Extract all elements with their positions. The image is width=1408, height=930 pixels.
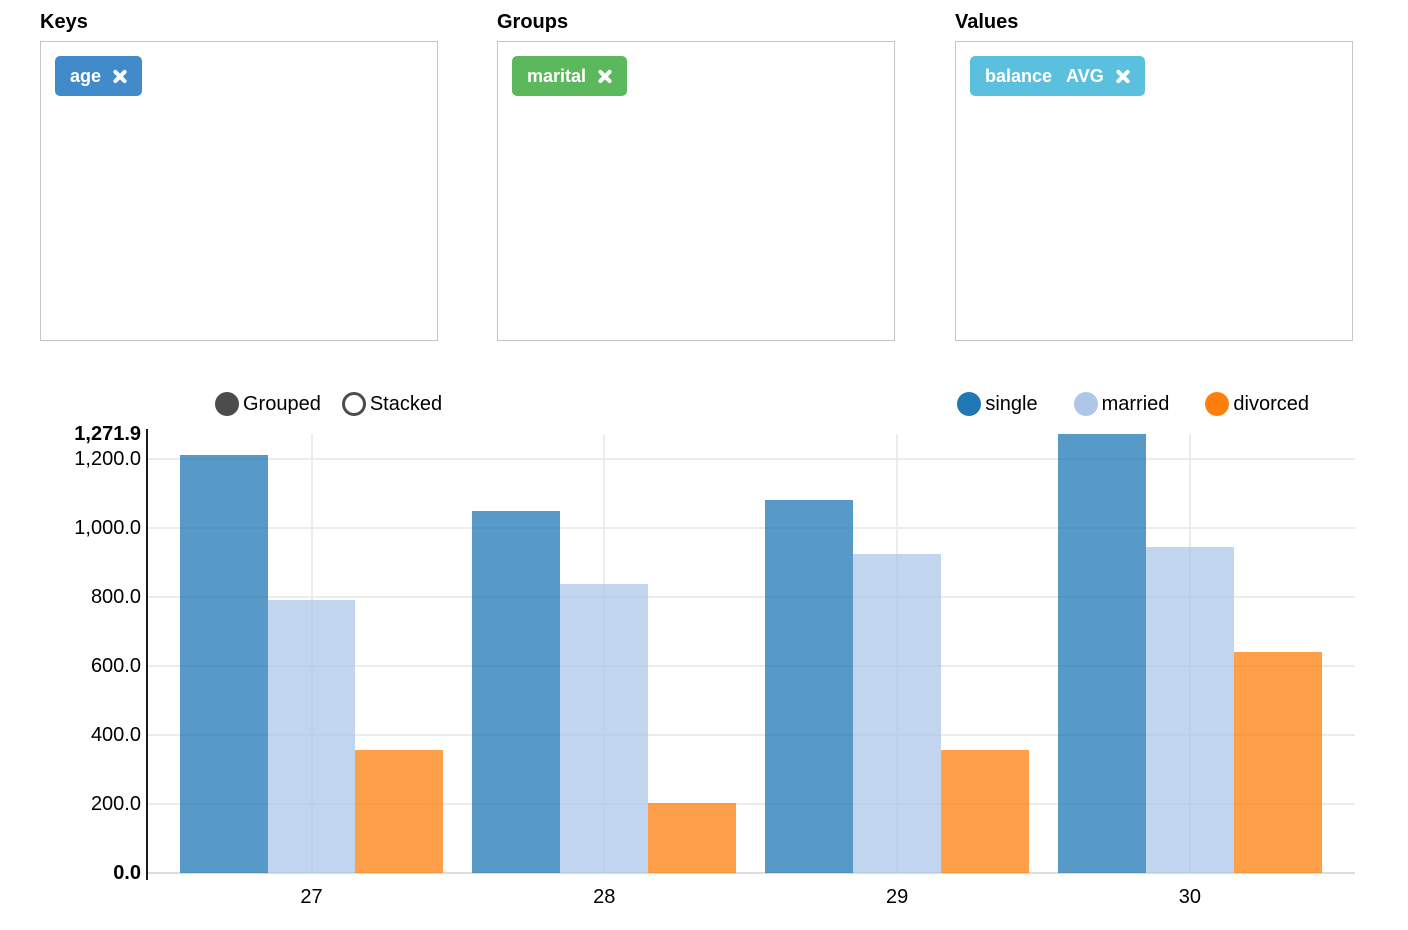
tag-label: marital: [527, 66, 587, 86]
radio-circle-icon: [215, 392, 239, 416]
x-tick-label: 27: [300, 886, 323, 908]
y-axis-line: [146, 429, 148, 880]
values-dropzone[interactable]: balance AVG: [955, 41, 1353, 341]
bar-single-30[interactable]: [1058, 434, 1146, 873]
legend-item-married[interactable]: married: [1073, 390, 1170, 418]
gridline-h: [148, 595, 1355, 598]
remove-icon[interactable]: [112, 69, 127, 84]
gridline-h: [148, 526, 1355, 529]
chart-mode-grouped[interactable]: Grouped: [215, 390, 321, 418]
bar-single-28[interactable]: [472, 511, 561, 873]
legend-label: married: [1101, 393, 1170, 415]
y-tick-label: 400.0: [90, 723, 141, 746]
y-tick-label: 1,200.0: [74, 447, 141, 470]
tag-label: balance: [985, 66, 1053, 86]
y-tick-label: 200.0: [90, 792, 141, 815]
value-tag-balance-avg[interactable]: balance AVG: [970, 56, 1145, 96]
y-tick-label: 1,271.9: [74, 423, 141, 445]
keys-panel: Keys age: [40, 10, 438, 341]
keys-panel-label: Keys: [40, 11, 88, 33]
gridline-h: [148, 664, 1355, 667]
key-tag-age[interactable]: age: [55, 56, 143, 96]
bar-single-27[interactable]: [179, 455, 268, 873]
chart-mode-stacked[interactable]: Stacked: [341, 390, 443, 418]
y-tick-label: 0.0: [113, 862, 141, 884]
x-tick-label: 28: [593, 886, 616, 908]
chart-mode-label: Grouped: [243, 393, 321, 415]
legend-label: divorced: [1233, 393, 1309, 415]
y-tick-label: 800.0: [90, 585, 141, 608]
remove-icon[interactable]: [1115, 69, 1130, 84]
bar-married-28[interactable]: [560, 583, 649, 873]
remove-icon[interactable]: [597, 69, 612, 84]
legend-circle-icon: [957, 392, 982, 416]
bar-single-29[interactable]: [765, 499, 854, 873]
x-tick-label: 30: [1178, 886, 1202, 908]
tag-aggregation-label: AVG: [1066, 66, 1104, 86]
gridline-h: [148, 457, 1355, 460]
group-tag-marital[interactable]: marital: [512, 56, 628, 96]
values-panel-label: Values: [955, 11, 1019, 33]
axis-baseline: [148, 872, 1355, 874]
chart-mode-label: Stacked: [369, 393, 443, 415]
bar-divorced-28[interactable]: [648, 802, 737, 873]
groups-panel: Groups marital: [497, 10, 895, 341]
bar-divorced-27[interactable]: [355, 749, 444, 873]
chart-mode-controls: Grouped Stacked: [215, 390, 442, 418]
tag-label: age: [70, 66, 102, 86]
legend-item-single[interactable]: single: [957, 390, 1038, 418]
bar-divorced-30[interactable]: [1233, 651, 1322, 873]
bar-divorced-29[interactable]: [941, 749, 1029, 873]
series-legend: single married divorced: [957, 390, 1309, 418]
values-panel: Values balance AVG: [955, 10, 1353, 341]
radio-circle-icon: [341, 392, 366, 416]
groups-panel-label: Groups: [497, 11, 569, 33]
y-tick-label: 600.0: [90, 654, 141, 677]
x-tick-label: 29: [885, 886, 909, 908]
groups-dropzone[interactable]: marital: [497, 41, 895, 341]
legend-item-divorced[interactable]: divorced: [1205, 390, 1309, 418]
gridline-h: [148, 802, 1355, 805]
bar-married-30[interactable]: [1145, 547, 1234, 873]
legend-label: single: [985, 393, 1038, 415]
bar-married-29[interactable]: [853, 553, 942, 873]
y-tick-label: 1,000.0: [74, 516, 141, 539]
bar-married-27[interactable]: [267, 599, 356, 873]
gridline-h: [148, 733, 1355, 736]
legend-circle-icon: [1073, 392, 1098, 416]
legend-circle-icon: [1205, 392, 1230, 416]
keys-dropzone[interactable]: age: [40, 41, 438, 341]
